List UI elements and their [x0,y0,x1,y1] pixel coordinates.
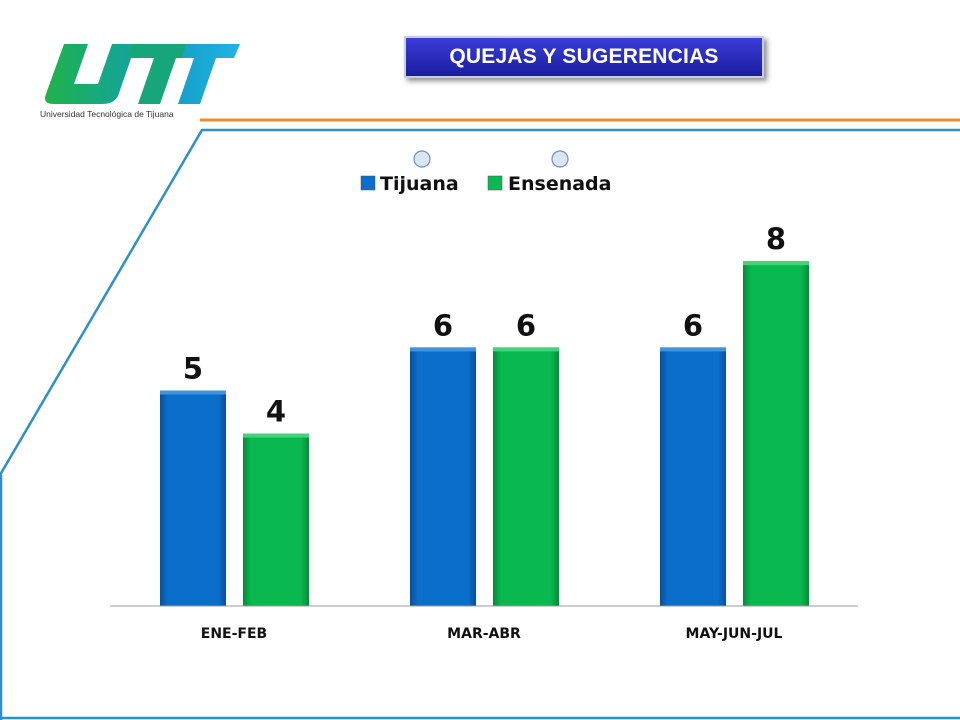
bar-top-highlight [243,433,309,438]
bar-tijuana-ene-feb [160,390,226,606]
value-label: 4 [266,395,286,429]
bar-ensenada-may-jun-jul [743,261,809,606]
category-label: ENE-FEB [201,626,267,642]
category-label: MAR-ABR [447,626,521,642]
chart-legend: Tijuana Ensenada [360,150,611,195]
bar-top-highlight [410,347,476,352]
chart-category-labels: ENE-FEB MAR-ABR MAY-JUN-JUL [201,626,783,642]
value-label: 6 [516,308,536,342]
legend-info-icon [413,150,431,168]
bar-tijuana-mar-abr [410,347,476,606]
bar-top-highlight [660,347,726,352]
bar-top-highlight [160,390,226,395]
title-banner: QUEJAS Y SUGERENCIAS [404,36,764,78]
legend-label-ensenada: Ensenada [508,173,611,195]
legend-info-icon [551,150,569,168]
category-label: MAY-JUN-JUL [686,626,783,642]
value-label: 8 [766,222,786,256]
bar-top-highlight [493,347,559,352]
legend-swatch-tijuana [360,175,376,191]
bar-top-highlight [743,261,809,266]
page-title: QUEJAS Y SUGERENCIAS [449,45,719,68]
chart-value-labels: 5 6 6 4 6 8 [183,222,786,428]
chart-bars [160,261,809,606]
bar-ensenada-mar-abr [493,347,559,606]
logo-caption: Universidad Tecnológica de Tijuana [40,109,174,119]
legend-swatch-ensenada [487,175,503,191]
bar-tijuana-may-jun-jul [660,347,726,606]
blue-frame-line [0,128,960,476]
utt-logo [45,44,240,104]
bar-ensenada-ene-feb [243,433,309,606]
value-label: 6 [433,308,453,342]
legend-label-tijuana: Tijuana [380,173,459,195]
value-label: 6 [683,308,703,342]
value-label: 5 [183,352,203,386]
